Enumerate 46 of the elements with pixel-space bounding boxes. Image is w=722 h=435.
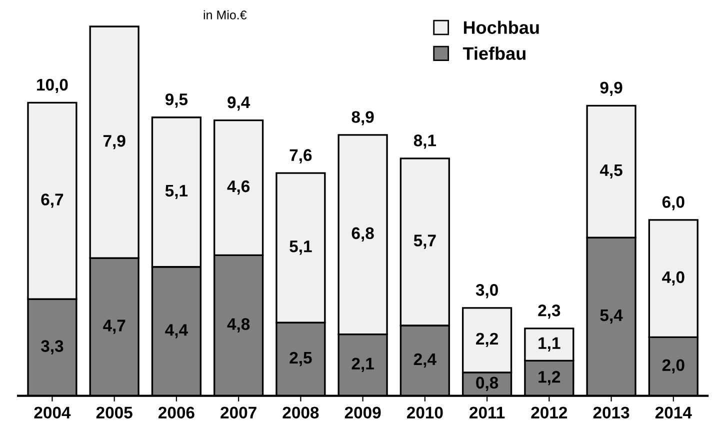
x-tick-label: 2005 [96,406,132,419]
x-tick-label: 2010 [406,406,443,419]
total-label: 9,9 [600,82,622,96]
total-label: 3,0 [476,284,498,298]
text: in Mio.€ [204,10,247,20]
data-label: 2,4 [414,353,436,368]
data-label: 1,1 [538,337,560,352]
total-label: 8,1 [414,134,436,149]
x-tick-label: 2008 [282,406,319,419]
data-label: 3,3 [41,340,64,354]
total-label: 6,0 [662,196,684,210]
data-label: 2,5 [290,352,312,366]
x-tick-label: 2014 [655,406,692,419]
x-tick-label: 2006 [158,406,194,419]
data-label: 4,5 [600,164,622,178]
data-label: 2,1 [352,358,374,372]
data-label: 6,7 [41,194,64,208]
data-label: 4,7 [103,320,126,334]
x-tick-label: 2009 [344,406,381,419]
total-label: 9,5 [165,93,188,108]
data-label: 0,8 [476,376,498,392]
x-tick-label: 2013 [593,406,630,419]
total-label: 8,9 [352,111,374,126]
total-label: 7,6 [290,149,312,164]
data-label: 4,8 [227,318,250,332]
data-label: 4,6 [227,180,250,195]
data-label: 7,9 [103,134,126,150]
data-label: 1,2 [538,370,560,386]
data-label: 5,1 [290,240,312,255]
x-tick-label: 2007 [220,406,256,419]
legend-label: Hochbau [464,20,539,34]
x-tick-label: 2004 [34,406,71,419]
x-tick-label: 2012 [531,406,568,419]
total-label: 10,0 [37,78,68,94]
legend-label: Tiefbau [462,46,526,60]
data-label: 5,7 [414,234,436,249]
total-label: 2,3 [538,304,560,319]
data-label: 5,1 [165,184,188,200]
data-label: 4,4 [165,324,188,338]
data-label: 2,2 [476,332,498,348]
total-label: 9,4 [228,96,250,111]
x-tick-label: 2011 [470,406,505,419]
data-label: 2,0 [662,359,684,374]
data-label: 5,4 [600,310,623,324]
data-label: 4,0 [662,271,684,286]
data-label: 6,8 [352,227,374,242]
